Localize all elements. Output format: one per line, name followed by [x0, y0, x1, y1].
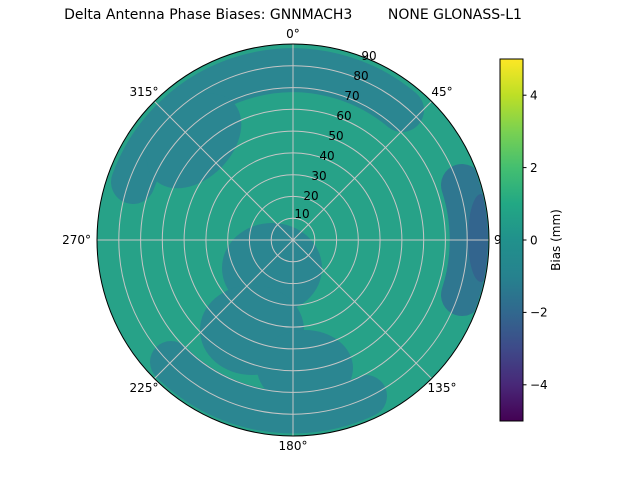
azimuth-label-0: 0° [286, 27, 300, 41]
colorbar-label-m2: −2 [530, 306, 548, 320]
radial-label-80: 80 [353, 69, 368, 83]
colorbar-label-4: 4 [530, 89, 538, 103]
radial-label-40: 40 [319, 149, 334, 163]
contour-region-lower-mid-blob [257, 330, 353, 406]
polar-grid [97, 44, 489, 436]
grid-spoke-135 [292, 239, 432, 379]
radial-label-60: 60 [336, 109, 351, 123]
radial-label-90: 90 [361, 49, 376, 63]
azimuth-label-135: 135° [428, 381, 457, 395]
colorbar-gradient [499, 58, 524, 422]
contour-region-right-core [468, 194, 488, 282]
contour-region-bottom-band [150, 341, 387, 434]
colorbar-ticks [523, 94, 527, 386]
radial-label-30: 30 [311, 169, 326, 183]
azimuth-label-225: 225° [130, 381, 159, 395]
radial-label-50: 50 [328, 129, 343, 143]
azimuth-label-270: 270° [62, 233, 91, 247]
chart-title: Delta Antenna Phase Biases: GNNMACH3 NON… [64, 7, 522, 23]
radial-label-10: 10 [294, 207, 309, 221]
colorbar-label-m4: −4 [530, 378, 548, 392]
colorbar: 4 2 0 −2 −4 Bias (mm) [499, 58, 563, 422]
polar-plot: 0° 45° 90 135° 180° 225° 270° 315° 10 20… [62, 27, 509, 453]
grid-spoke-45 [292, 101, 432, 241]
colorbar-label-2: 2 [530, 161, 538, 175]
grid-spoke-225 [154, 239, 294, 379]
radial-tick-labels: 10 20 30 40 50 60 70 80 90 [294, 49, 376, 221]
radial-label-20: 20 [303, 189, 318, 203]
azimuth-label-180: 180° [279, 439, 308, 453]
colorbar-label-0: 0 [530, 233, 538, 247]
azimuth-label-315: 315° [130, 85, 159, 99]
grid-spoke-315 [154, 101, 294, 241]
colorbar-axis-label: Bias (mm) [549, 209, 563, 271]
polar-outline [96, 43, 490, 437]
colorbar-tick-labels: 4 2 0 −2 −4 [530, 89, 548, 393]
azimuth-label-45: 45° [431, 85, 452, 99]
radial-label-70: 70 [344, 89, 359, 103]
